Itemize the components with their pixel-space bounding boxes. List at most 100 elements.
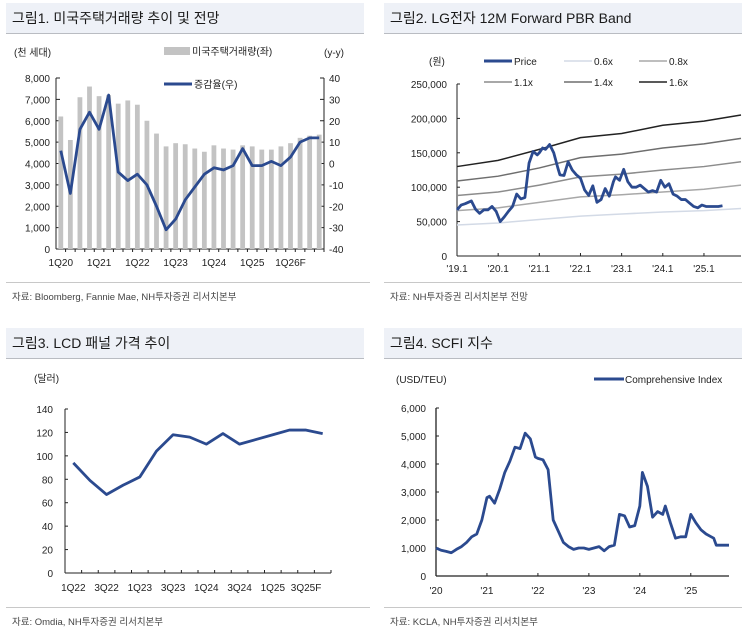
y-axis-label: (원) <box>429 56 445 68</box>
x-tick-label: '23 <box>582 586 595 597</box>
y-axis-label-left: (천 세대) <box>14 47 51 59</box>
x-tick-label: 1Q23 <box>163 258 188 269</box>
bar <box>77 97 83 249</box>
bar <box>154 133 159 249</box>
y-tick-label-left: 7,000 <box>25 95 50 106</box>
band-line-1.1x <box>456 161 742 197</box>
band-line-0.6x <box>456 207 742 226</box>
legend-label: 0.8x <box>669 57 688 68</box>
y-axis-label-right: (y-y) <box>324 48 344 59</box>
bar <box>115 103 121 250</box>
x-tick-label: '23.1 <box>611 264 633 275</box>
y-tick-label-left: 4,000 <box>25 160 50 171</box>
legend-label: 1.1x <box>514 78 533 89</box>
bar <box>240 145 246 249</box>
y-tick-label: 6,000 <box>401 404 426 415</box>
bar <box>221 148 226 249</box>
chart-pbr: (원) Price 0.6x 0.8x 1.1x 1.4x 1.6x 0 50,000 100,0… <box>384 36 742 281</box>
bar <box>288 143 293 249</box>
x-tick-label: 1Q22 <box>61 583 86 594</box>
bar <box>297 137 303 249</box>
y-tick-label-left: 6,000 <box>25 117 50 128</box>
y-tick-label: 200,000 <box>411 114 448 125</box>
x-tick-label: '21.1 <box>529 264 551 275</box>
x-tick-label: 1Q26F <box>275 258 306 269</box>
y-tick-label: 100,000 <box>411 183 448 194</box>
x-tick-label: '20 <box>429 586 442 597</box>
bar <box>182 144 188 249</box>
band-line-1.4x <box>456 137 742 182</box>
x-tick-label: 1Q25 <box>261 583 286 594</box>
x-tick-label: '20.1 <box>487 264 509 275</box>
y-tick-label: 5,000 <box>401 432 426 443</box>
y-tick-label: 0 <box>441 252 447 263</box>
band-line-1.6x <box>456 114 742 168</box>
chart-housing: (천 세대) (y-y) 미국주택거래량(좌) 증감율(우) 0 1,000 2,000 3,… <box>6 36 364 281</box>
y-tick-label-right: -20 <box>329 202 344 213</box>
y-tick-label-left: 2,000 <box>25 202 50 213</box>
x-tick-label: '22 <box>531 586 544 597</box>
y-tick-label-left: 5,000 <box>25 138 50 149</box>
legend-bar-label: 미국주택거래량(좌) <box>192 46 272 58</box>
y-tick-label-left: 3,000 <box>25 181 50 192</box>
y-tick-label: 60 <box>42 499 54 510</box>
y-axis-label: (USD/TEU) <box>396 375 447 386</box>
bar <box>134 104 140 249</box>
panel-housing-transactions: 그림1. 미국주택거래량 추이 및 전망 (천 세대) (y-y) 미국주택거래량(… <box>6 3 370 303</box>
bar <box>259 149 265 249</box>
y-tick-label-right: -10 <box>329 181 344 192</box>
y-axis-label: (달러) <box>34 373 59 385</box>
y-tick-label-right: -30 <box>329 224 344 235</box>
bar <box>96 96 102 249</box>
legend-line-label: 증감율(우) <box>194 79 237 91</box>
y-tick-label: 2,000 <box>401 516 426 527</box>
chart-title: 그림2. LG전자 12M Forward PBR Band <box>384 3 742 34</box>
x-tick-label: 1Q23 <box>128 583 153 594</box>
x-tick-label: 1Q21 <box>87 258 112 269</box>
scfi-index-line <box>435 431 729 555</box>
y-tick-label-right: 40 <box>329 74 341 85</box>
y-tick-label: 120 <box>36 428 53 439</box>
chart-lcd: (달러) 0 20 40 60 80 100 120 140 1Q22 3Q22 1Q23 3Q23 1Q… <box>6 361 364 606</box>
scfi-chart-svg: (USD/TEU) Comprehensive Index 0 1,000 2,000 3… <box>396 375 729 597</box>
lcd-price-line <box>72 428 323 496</box>
y-tick-label: 20 <box>42 546 54 557</box>
x-tick-label: '25 <box>684 586 697 597</box>
bar <box>307 135 313 249</box>
chart-source: 자료: Omdia, NH투자증권 리서치본부 <box>6 607 370 628</box>
x-tick-label: '19.1 <box>446 264 468 275</box>
y-tick-label: 50,000 <box>416 218 447 229</box>
x-tick-label: 3Q23 <box>161 583 186 594</box>
chart-source: 자료: NH투자증권 리서치본부 전망 <box>384 282 742 303</box>
y-tick-label: 100 <box>36 452 53 463</box>
bar <box>211 145 217 249</box>
x-tick-label: '22.1 <box>570 264 592 275</box>
bar <box>125 100 131 249</box>
y-tick-label-right: -40 <box>329 245 344 256</box>
y-tick-label: 0 <box>47 569 53 580</box>
y-tick-label-left: 1,000 <box>25 224 50 235</box>
housing-chart-svg: (천 세대) (y-y) 미국주택거래량(좌) 증감율(우) 0 1,000 2,000 3,… <box>14 46 344 269</box>
bar <box>58 116 64 249</box>
y-tick-label: 0 <box>420 572 426 583</box>
x-tick-label: '24.1 <box>652 264 674 275</box>
y-tick-label: 80 <box>42 475 54 486</box>
y-tick-label-right: 10 <box>329 138 341 149</box>
legend-label: Price <box>514 57 537 68</box>
x-tick-label: 3Q22 <box>94 583 119 594</box>
lcd-chart-svg: (달러) 0 20 40 60 80 100 120 140 1Q22 3Q22 1Q23 3Q23 1Q… <box>34 373 332 594</box>
y-tick-label: 4,000 <box>401 460 426 471</box>
bar <box>106 95 112 249</box>
chart-source: 자료: KCLA, NH투자증권 리서치본부 <box>384 607 742 628</box>
x-tick-label: '21 <box>480 586 493 597</box>
x-tick-label: 3Q25F <box>291 583 322 594</box>
panel-scfi: 그림4. SCFI 지수 (USD/TEU) Comprehensive Inde… <box>384 328 742 628</box>
chart-title: 그림4. SCFI 지수 <box>384 328 742 359</box>
x-tick-label: 3Q24 <box>227 583 252 594</box>
y-tick-label-left: 0 <box>44 245 50 256</box>
legend-label: 1.4x <box>594 78 613 89</box>
y-tick-label-right: 30 <box>329 95 341 106</box>
y-tick-label-left: 8,000 <box>25 74 50 85</box>
legend-label: 0.6x <box>594 57 613 68</box>
y-tick-label: 40 <box>42 522 54 533</box>
